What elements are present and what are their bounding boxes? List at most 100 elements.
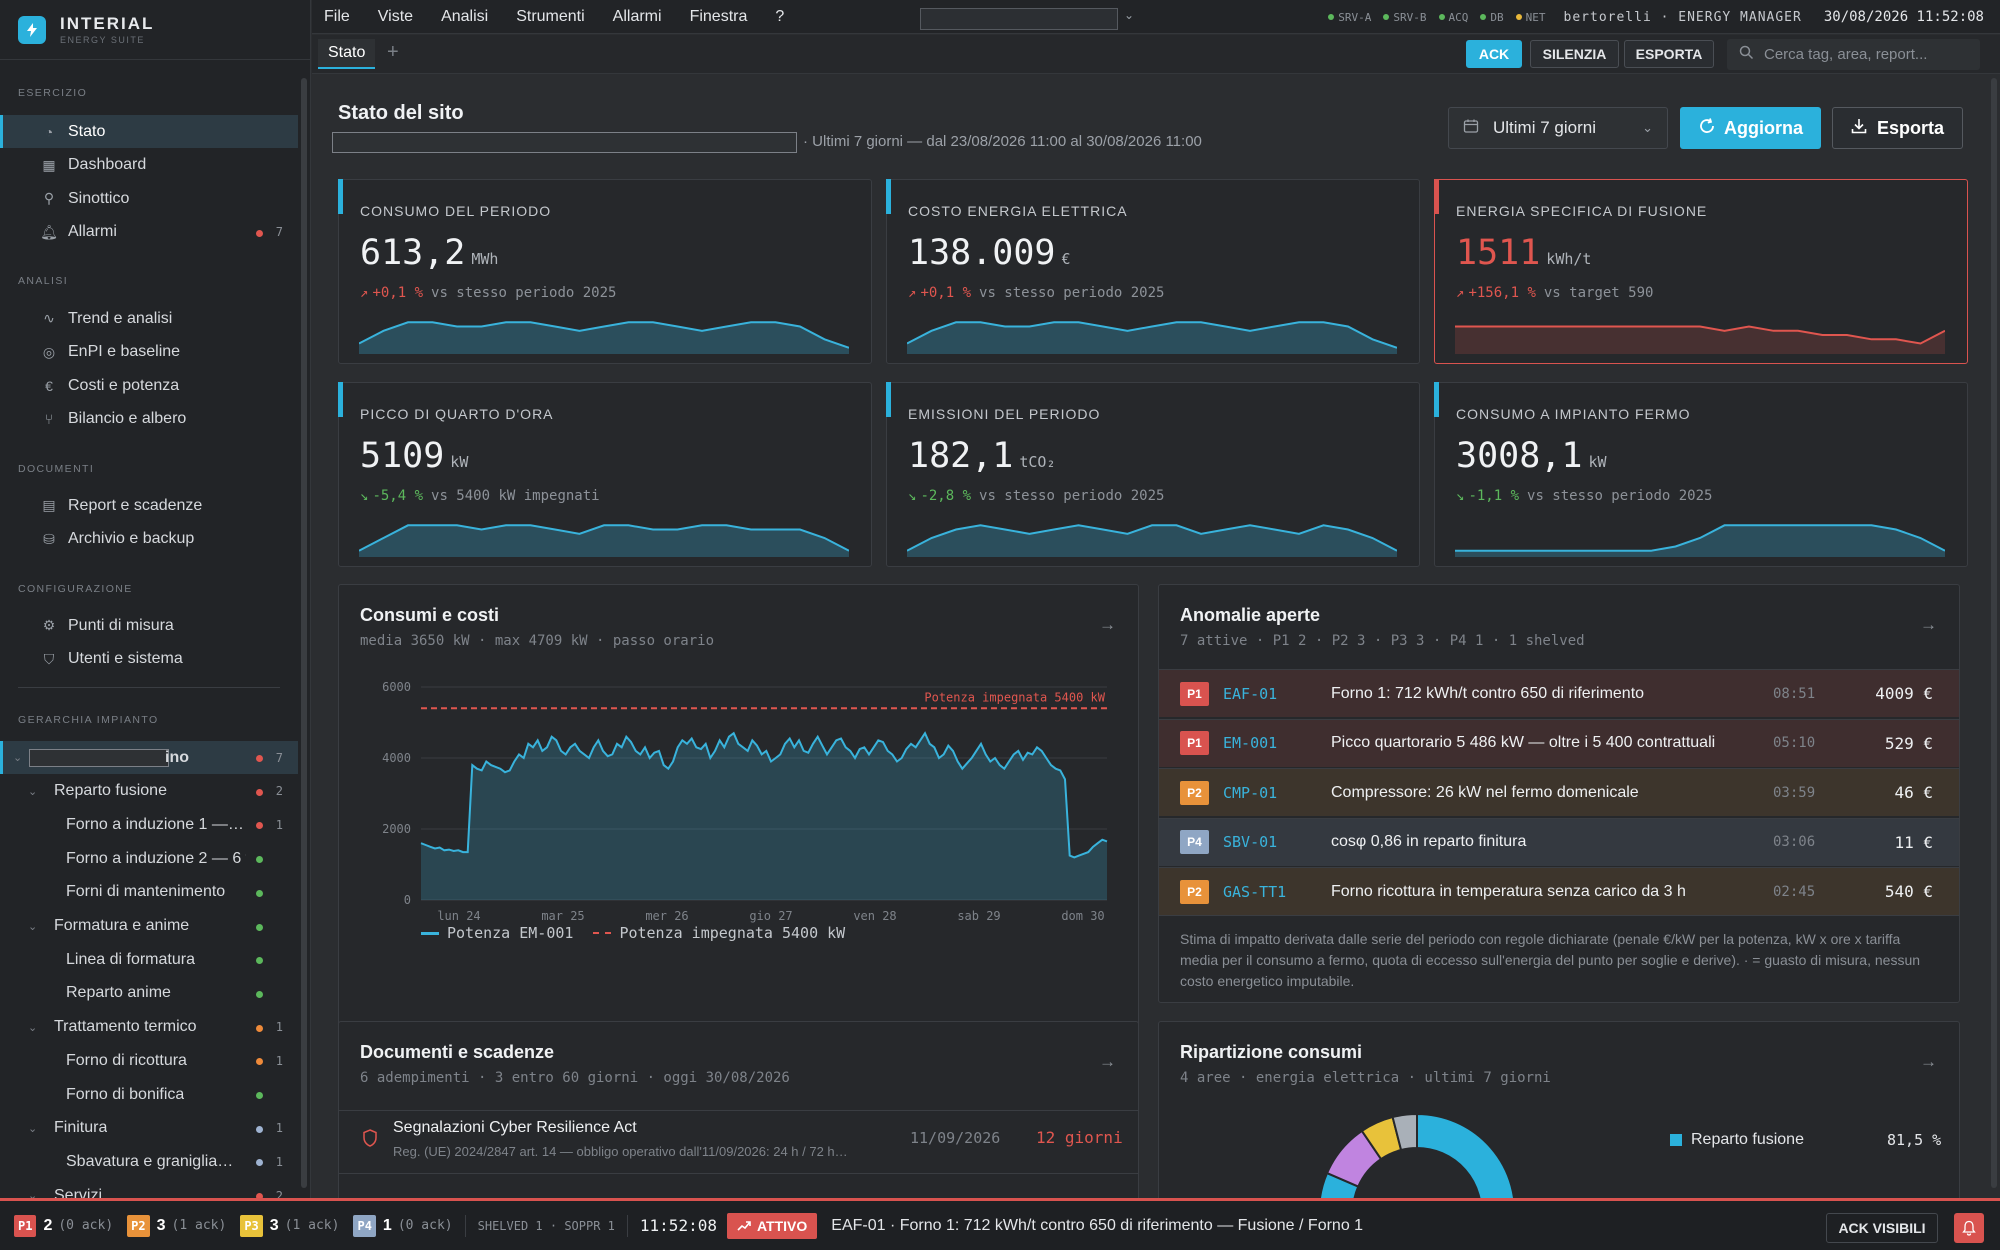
- sidebar-item-report[interactable]: ▤ Report e scadenze: [0, 489, 298, 522]
- document-row[interactable]: Segnalazioni Cyber Resilience Act Reg. (…: [339, 1110, 1138, 1172]
- tree-item[interactable]: Forni di mantenimento: [0, 876, 298, 909]
- tree-item[interactable]: Forno di ricottura 1: [0, 1044, 298, 1077]
- sidebar-scrollbar[interactable]: [301, 78, 307, 1188]
- anomaly-row[interactable]: P1 EAF-01 Forno 1: 712 kWh/t contro 650 di…: [1159, 669, 1959, 717]
- search-input[interactable]: Cerca tag, area, report...: [1727, 39, 1980, 70]
- arrow-right-icon[interactable]: →: [1920, 615, 1937, 634]
- kpi-card[interactable]: ENERGIA SPECIFICA DI FUSIONE 1511 kWh/t ↗ +1…: [1434, 179, 1968, 364]
- main-scrollbar[interactable]: [1991, 78, 1997, 1188]
- priority-count[interactable]: P1 2 (0 ack): [14, 1214, 113, 1237]
- sidebar-item-costi[interactable]: € Costi e potenza: [0, 369, 298, 402]
- anomaly-cost: 540 €: [1884, 882, 1933, 901]
- anomalie-subtitle: 7 attive · P1 2 · P2 3 · P3 3 · P4 1 · 1…: [1180, 633, 1585, 649]
- legend-threshold-label: Potenza impegnata 5400 kW: [619, 924, 846, 942]
- range-select[interactable]: Ultimi 7 giorni ⌄: [1448, 107, 1668, 149]
- chevron-down-icon[interactable]: ⌄: [13, 752, 23, 764]
- sidebar-item-utenti[interactable]: ⛉ Utenti e sistema: [0, 643, 298, 676]
- tree-item[interactable]: Forno a induzione 1 —… 1: [0, 808, 298, 841]
- kpi-unit: kW: [450, 453, 469, 471]
- chevron-down-icon[interactable]: ⌄: [28, 785, 38, 798]
- tree-item[interactable]: ⌄ Finitura 1: [0, 1112, 298, 1145]
- sparkline-area: [907, 322, 1397, 354]
- sidebar-item-sinottico[interactable]: ⚲ Sinottico: [0, 182, 298, 215]
- tree-item-label: Forno a induzione 2 — 6 t: [66, 849, 246, 867]
- tree-item[interactable]: ⌄ Trattamento termico 1: [0, 1011, 298, 1044]
- chevron-down-icon[interactable]: ⌄: [1124, 8, 1135, 22]
- tree-item[interactable]: Reparto anime: [0, 977, 298, 1010]
- anomaly-row[interactable]: P4 SBV-01 cosφ 0,86 in reparto finitura 03:…: [1159, 817, 1959, 866]
- ack-visible-button[interactable]: ACK VISIBILI: [1826, 1213, 1938, 1243]
- sparkline-line: [907, 321, 1397, 349]
- sparkline-line: [359, 524, 849, 552]
- sidebar-item-punti[interactable]: ⚙ Punti di misura: [0, 609, 298, 642]
- priority-count[interactable]: P3 3 (1 ack): [240, 1214, 339, 1237]
- tree-item-label: Forni di mantenimento: [66, 883, 226, 901]
- tree-item[interactable]: ⌄ Formatura e anime: [0, 910, 298, 943]
- menu-item-file[interactable]: File: [324, 7, 350, 25]
- status-dot: [1328, 14, 1335, 20]
- silence-button[interactable]: SILENZIA: [1530, 40, 1619, 68]
- arrow-right-icon[interactable]: →: [1920, 1052, 1937, 1071]
- menu-item-viste[interactable]: Viste: [377, 7, 414, 25]
- anomaly-row[interactable]: P1 EM-001 Picco quartorario 5 486 kW — olt…: [1159, 718, 1959, 767]
- divider: [1159, 915, 1959, 916]
- sidebar-item-dashboard[interactable]: ▦ Dashboard: [0, 149, 298, 182]
- priority-count[interactable]: P2 3 (1 ack): [127, 1214, 226, 1237]
- tree-item[interactable]: Linea di formatura: [0, 943, 298, 976]
- tab-stato[interactable]: Stato: [318, 39, 376, 69]
- sidebar-item-trend[interactable]: ∿ Trend e analisi: [0, 302, 298, 335]
- chevron-down-icon[interactable]: ⌄: [28, 1021, 38, 1034]
- anomaly-row[interactable]: P2 CMP-01 Compressore: 26 kW nel fermo dom…: [1159, 768, 1959, 816]
- menu-item-analisi[interactable]: Analisi: [441, 7, 489, 25]
- anomaly-tag[interactable]: SBV-01: [1223, 833, 1278, 851]
- tree-item[interactable]: ⌄ Servizi 2: [0, 1179, 298, 1198]
- anomaly-tag[interactable]: GAS-TT1: [1223, 882, 1287, 901]
- chevron-down-icon[interactable]: ⌄: [28, 1122, 38, 1135]
- anomaly-tag[interactable]: EM-001: [1223, 734, 1278, 752]
- y-tick-label: 4000: [382, 751, 411, 765]
- kpi-card[interactable]: PICCO DI QUARTO D'ORA 5109 kW ↘ -5,4 % vs 540…: [338, 382, 872, 567]
- sidebar-item-enpi[interactable]: ◎ EnPI e baseline: [0, 336, 298, 369]
- menu-item-allarmi[interactable]: Allarmi: [612, 7, 662, 25]
- tree-item[interactable]: ⌄ Reparto fusione 2: [0, 775, 298, 808]
- kpi-card[interactable]: COSTO ENERGIA ELETTRICA 138.009 € ↗ +0,1 % vs…: [886, 179, 1420, 364]
- site-selector[interactable]: [920, 8, 1118, 30]
- chevron-down-icon[interactable]: ⌄: [28, 1190, 38, 1198]
- anomaly-tag[interactable]: CMP-01: [1223, 783, 1278, 802]
- tree-item[interactable]: Forno a induzione 2 — 6 t: [0, 842, 298, 875]
- chevron-down-icon[interactable]: ⌄: [28, 920, 38, 933]
- export-toolbar-button[interactable]: ESPORTA: [1624, 40, 1714, 68]
- bell-icon[interactable]: [1954, 1213, 1984, 1243]
- tree-item-label: Formatura e anime: [54, 917, 190, 934]
- menu-item-finestra[interactable]: Finestra: [689, 7, 748, 25]
- status-dot: [1438, 14, 1445, 20]
- tree-item[interactable]: Sbavatura e graniglia… 1: [0, 1145, 298, 1178]
- sidebar-item-stato[interactable]: ◔ Stato: [0, 115, 298, 148]
- export-button[interactable]: Esporta: [1832, 107, 1963, 149]
- menu-item-q[interactable]: ?: [775, 7, 785, 25]
- kpi-card[interactable]: CONSUMO A IMPIANTO FERMO 3008,1 kW ↘ -1,1 % v…: [1434, 382, 1968, 567]
- kpi-number: 1511: [1456, 233, 1541, 273]
- tab-row: Stato + ACK SILENZIA ESPORTA Cerca tag, …: [312, 35, 2000, 74]
- sidebar-item-archivio[interactable]: ⛁ Archivio e backup: [0, 523, 298, 556]
- consumi-panel: Consumi e costi media 3650 kW · max 4709…: [338, 584, 1139, 1080]
- sidebar-item-allarmi[interactable]: 🔔︎ Allarmi 7: [0, 216, 298, 249]
- kpi-card[interactable]: EMISSIONI DEL PERIODO 182,1 tCO₂ ↘ -2,8 % vs …: [886, 382, 1420, 567]
- menu-item-strumenti[interactable]: Strumenti: [516, 7, 585, 25]
- tree-item[interactable]: Forno di bonifica: [0, 1078, 298, 1111]
- ack-button[interactable]: ACK: [1466, 40, 1522, 68]
- status-dot: [256, 1092, 263, 1099]
- anomaly-tag[interactable]: EAF-01: [1223, 684, 1278, 703]
- sidebar-item-label: Dashboard: [68, 156, 147, 173]
- anomaly-row[interactable]: P2 GAS-TT1 Forno ricottura in temperatura …: [1159, 867, 1959, 915]
- add-tab-button[interactable]: +: [387, 41, 399, 63]
- kpi-card[interactable]: CONSUMO DEL PERIODO 613,2 MWh ↗ +0,1 % vs ste…: [338, 179, 872, 364]
- refresh-button[interactable]: Aggiorna: [1680, 107, 1821, 149]
- arrow-right-icon[interactable]: →: [1099, 615, 1116, 634]
- sidebar-item-bilancio[interactable]: ⑂ Bilancio e albero: [0, 403, 298, 436]
- legend-series-label: Potenza EM-001: [447, 924, 574, 942]
- tree-item[interactable]: ⌄ ino 7: [0, 741, 298, 774]
- kpi-number: 613,2: [360, 233, 466, 273]
- arrow-right-icon[interactable]: →: [1099, 1052, 1116, 1071]
- priority-count[interactable]: P4 1 (0 ack): [353, 1214, 453, 1237]
